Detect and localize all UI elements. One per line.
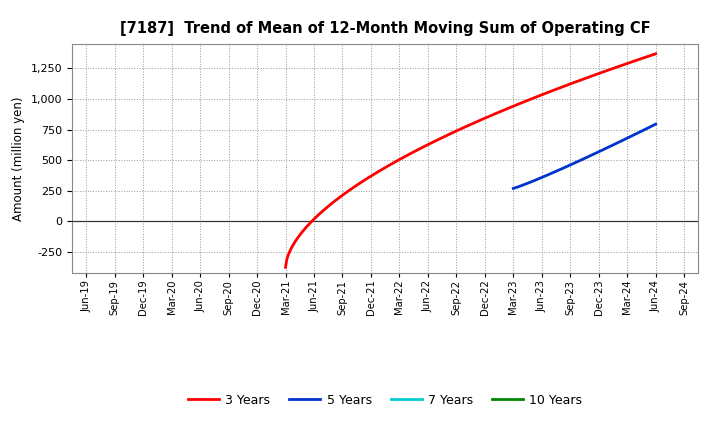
Title: [7187]  Trend of Mean of 12-Month Moving Sum of Operating CF: [7187] Trend of Mean of 12-Month Moving … xyxy=(120,21,650,36)
Y-axis label: Amount (million yen): Amount (million yen) xyxy=(12,96,25,220)
Legend: 3 Years, 5 Years, 7 Years, 10 Years: 3 Years, 5 Years, 7 Years, 10 Years xyxy=(183,389,588,412)
